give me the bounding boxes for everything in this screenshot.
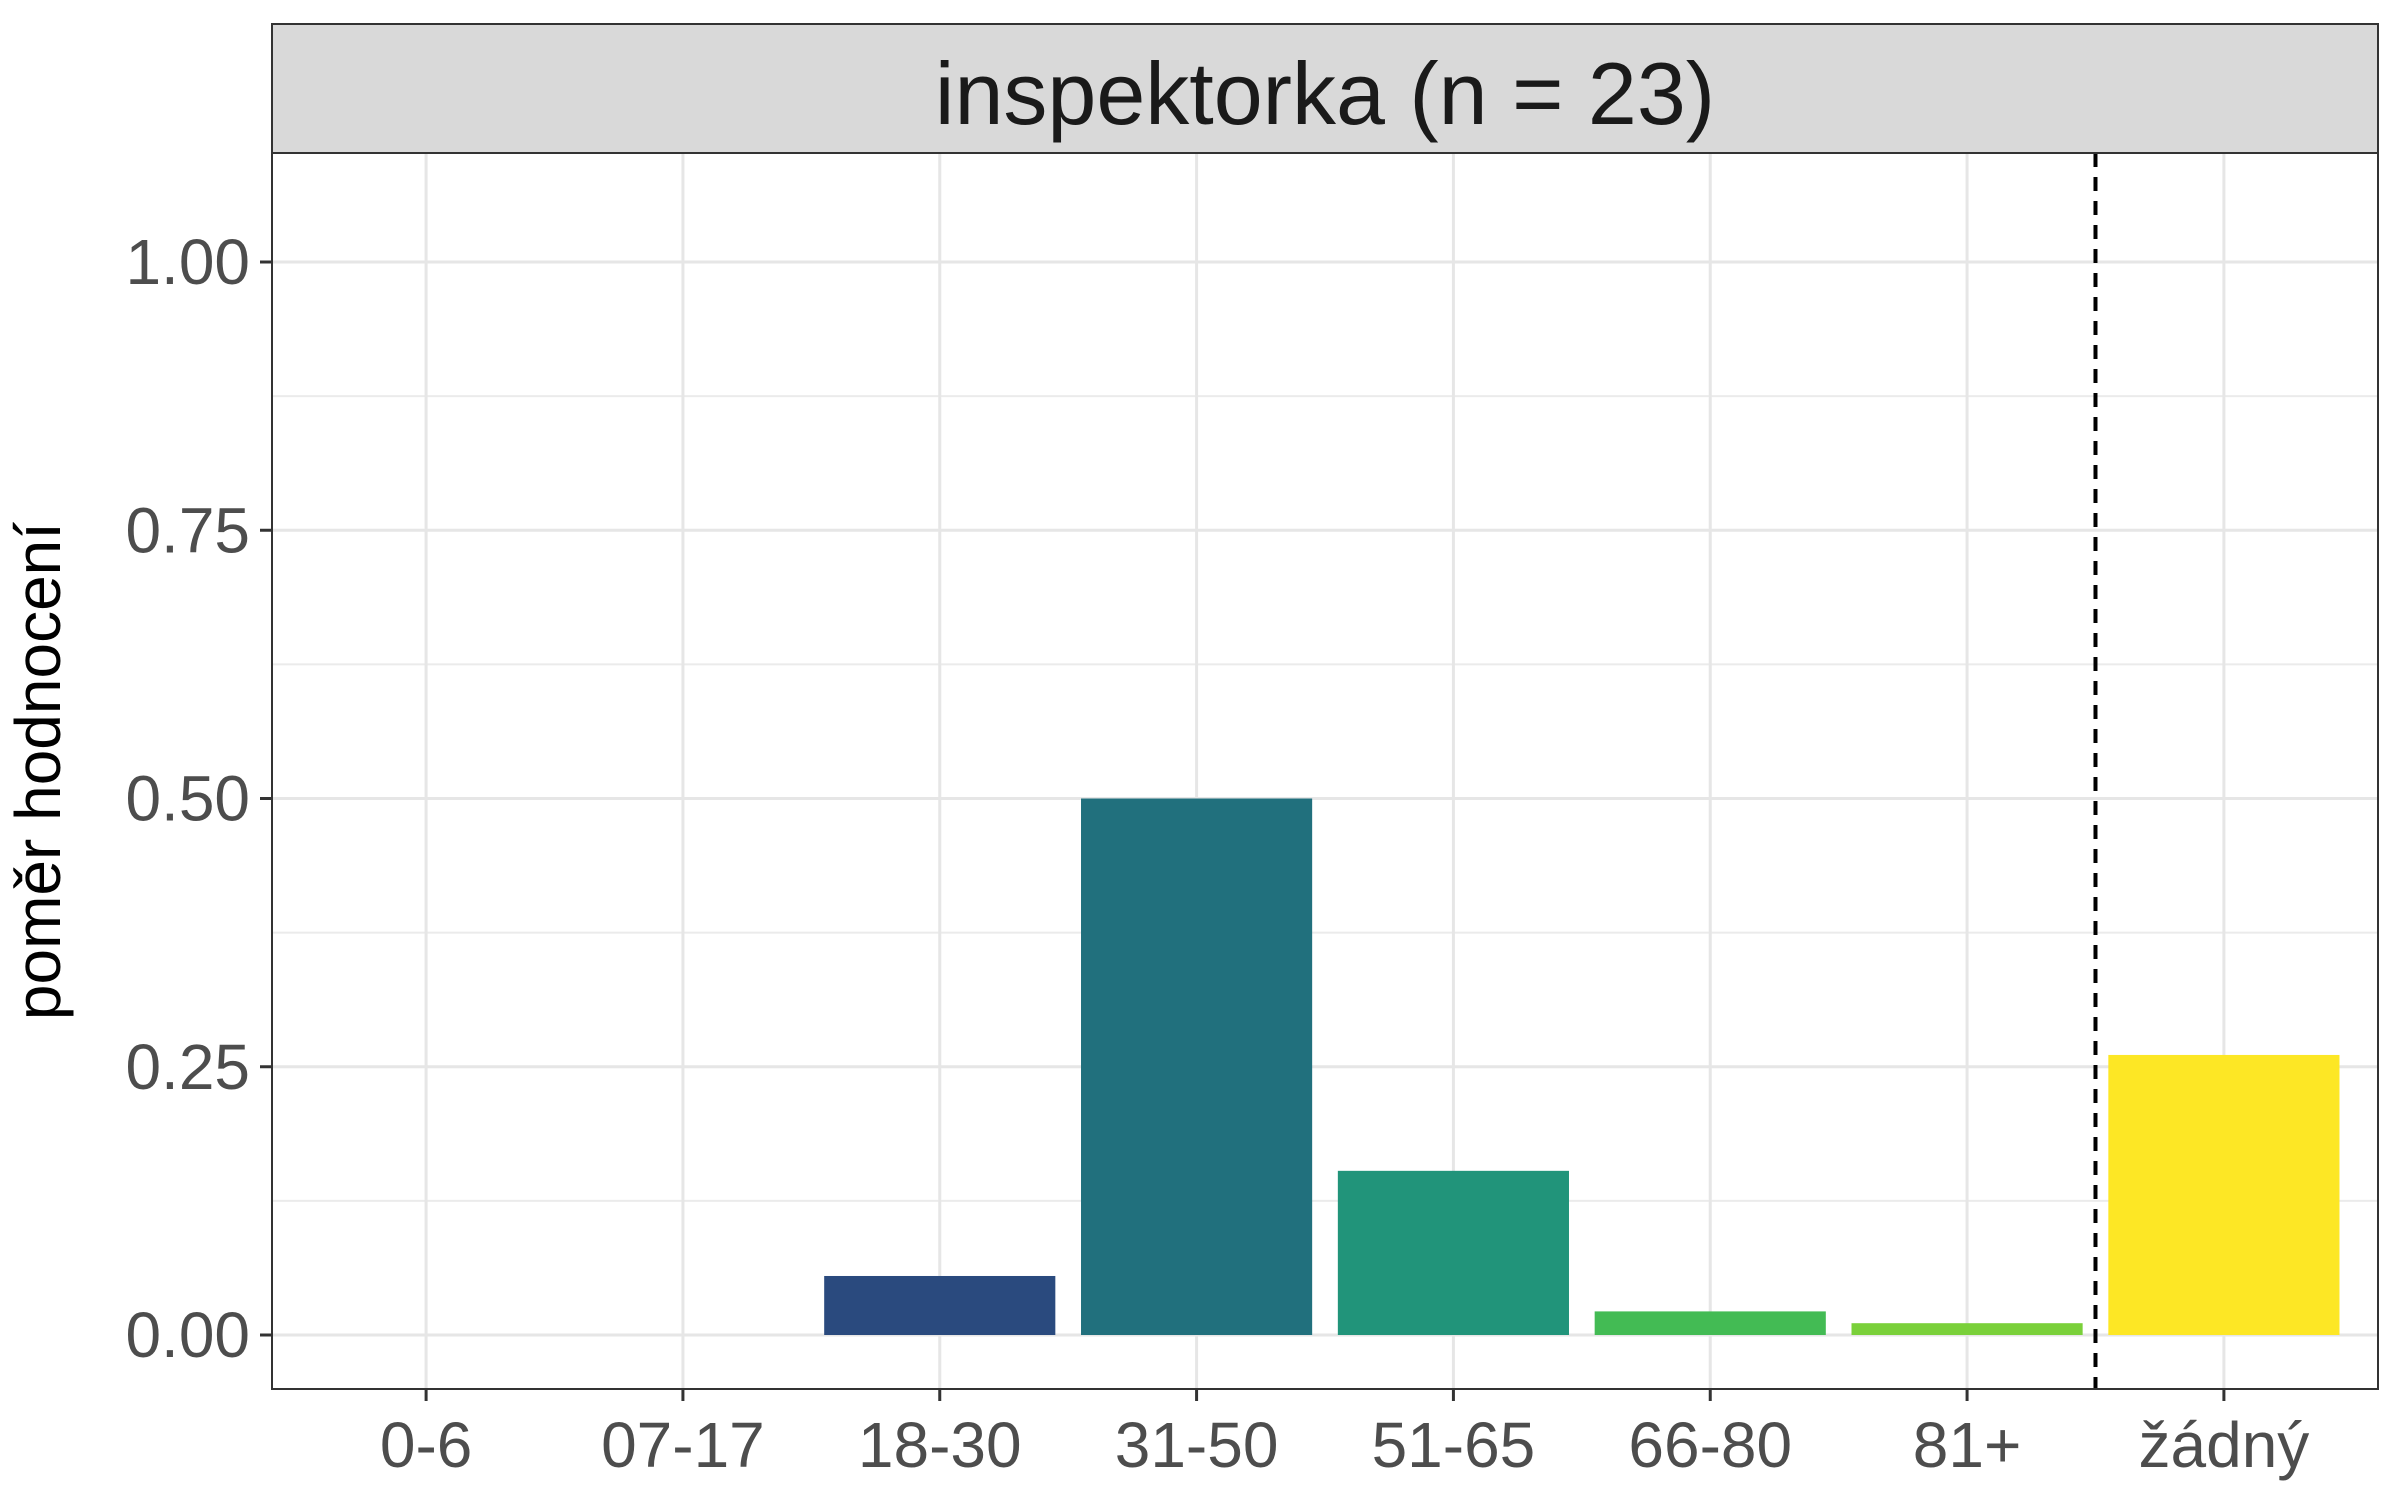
y-tick-label: 0.50 (125, 763, 250, 835)
bar-51-65 (1337, 1170, 1569, 1335)
bar-layer (824, 798, 2340, 1335)
x-tick-label: 07-17 (601, 1409, 765, 1481)
y-tick-label: 0.25 (125, 1031, 250, 1103)
y-tick-label: 0.75 (125, 494, 250, 566)
plot-panel (272, 153, 2378, 1389)
x-tick-label: žádný (2139, 1409, 2310, 1481)
x-tick-label: 31-50 (1115, 1409, 1279, 1481)
x-tick-label: 0-6 (380, 1409, 473, 1481)
bar-31-50 (1081, 798, 1313, 1335)
y-tick-label: 0.00 (125, 1299, 250, 1371)
bar-66-80 (1594, 1311, 1826, 1335)
bar-18-30 (824, 1275, 1056, 1335)
axis-layer: 0.00 0.25 0.50 0.75 1.00 0-6 07-17 18-30 31-50 51… (125, 226, 2309, 1481)
x-tick-label: 81+ (1913, 1409, 2022, 1481)
x-tick-label: 51-65 (1372, 1409, 1536, 1481)
y-tick-label: 1.00 (125, 226, 250, 298)
facet-title: inspektorka (n = 23) (935, 44, 1715, 143)
facet-strip (271, 23, 2379, 154)
y-axis-title: poměr hodnocení (2, 522, 74, 1020)
x-tick-label: 66-80 (1628, 1409, 1792, 1481)
bar-žádný (2108, 1054, 2340, 1335)
bar-81+ (1851, 1323, 2083, 1335)
x-tick-label: 18-30 (858, 1409, 1022, 1481)
